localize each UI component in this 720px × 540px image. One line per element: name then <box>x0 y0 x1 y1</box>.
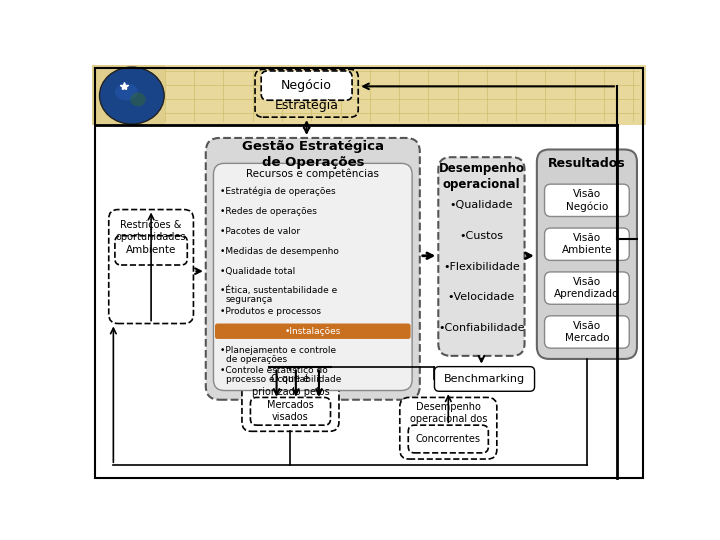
Bar <box>165 65 647 125</box>
Text: Desempenho
operacional dos: Desempenho operacional dos <box>410 402 487 424</box>
Text: segurança: segurança <box>226 295 273 304</box>
FancyBboxPatch shape <box>242 370 339 431</box>
FancyBboxPatch shape <box>206 138 420 400</box>
Text: •Planejamento e controle: •Planejamento e controle <box>220 346 336 355</box>
FancyBboxPatch shape <box>215 323 410 339</box>
Text: •Qualidade: •Qualidade <box>450 200 513 210</box>
FancyBboxPatch shape <box>400 397 497 459</box>
Text: Ambiente: Ambiente <box>126 245 176 255</box>
Text: •Custos: •Custos <box>459 231 503 241</box>
Text: Resultados: Resultados <box>548 157 626 170</box>
Text: •Instalações: •Instalações <box>284 327 341 336</box>
FancyBboxPatch shape <box>408 425 488 453</box>
Ellipse shape <box>115 83 138 100</box>
FancyBboxPatch shape <box>537 150 637 359</box>
FancyBboxPatch shape <box>544 272 629 304</box>
Text: Desempenho
operacional: Desempenho operacional <box>438 162 524 191</box>
Text: Restrições &
oportunidades: Restrições & oportunidades <box>116 220 186 242</box>
Text: Estratégia: Estratégia <box>274 99 338 112</box>
Text: processo e confiabilidade: processo e confiabilidade <box>226 375 341 384</box>
Text: Visão
Ambiente: Visão Ambiente <box>562 233 612 255</box>
Text: Concorrentes: Concorrentes <box>416 434 481 444</box>
FancyBboxPatch shape <box>544 228 629 260</box>
FancyBboxPatch shape <box>109 210 194 323</box>
Text: •Velocidade: •Velocidade <box>448 292 515 302</box>
Text: O que é
priorizado pelos: O que é priorizado pelos <box>251 374 329 396</box>
Text: •Estratégia de operações: •Estratégia de operações <box>220 186 336 196</box>
Text: •Ética, sustentabilidade e: •Ética, sustentabilidade e <box>220 286 337 295</box>
Text: •Confiabilidade: •Confiabilidade <box>438 323 525 333</box>
Text: •Produtos e processos: •Produtos e processos <box>220 307 320 316</box>
Text: •Medidas de desempenho: •Medidas de desempenho <box>220 247 338 255</box>
FancyBboxPatch shape <box>213 164 412 390</box>
Bar <box>92 65 647 125</box>
FancyBboxPatch shape <box>434 367 534 392</box>
Text: Visão
Negócio: Visão Negócio <box>566 189 608 212</box>
FancyBboxPatch shape <box>251 397 330 425</box>
Text: •Pacotes de valor: •Pacotes de valor <box>220 227 300 235</box>
Text: •Redes de operações: •Redes de operações <box>220 207 317 215</box>
Ellipse shape <box>99 67 164 124</box>
Text: Mercados
visados: Mercados visados <box>267 400 314 422</box>
FancyBboxPatch shape <box>115 236 187 265</box>
Text: Visão
Aprendizado: Visão Aprendizado <box>554 277 620 299</box>
FancyBboxPatch shape <box>438 157 525 356</box>
Text: Negócio: Negócio <box>282 79 332 92</box>
FancyBboxPatch shape <box>544 184 629 217</box>
Text: •Controle estatístico do: •Controle estatístico do <box>220 366 328 375</box>
Text: •Qualidade total: •Qualidade total <box>220 267 295 275</box>
Text: Visão
Mercado: Visão Mercado <box>564 321 609 343</box>
Text: Gestão Estratégica
de Operações: Gestão Estratégica de Operações <box>242 140 384 170</box>
FancyBboxPatch shape <box>261 71 352 100</box>
Text: Recursos e competências: Recursos e competências <box>246 169 379 179</box>
FancyBboxPatch shape <box>544 316 629 348</box>
Text: Benchmarking: Benchmarking <box>444 374 525 384</box>
Text: de operações: de operações <box>226 355 287 364</box>
Ellipse shape <box>130 92 145 106</box>
Text: •Flexibilidade: •Flexibilidade <box>443 261 520 272</box>
